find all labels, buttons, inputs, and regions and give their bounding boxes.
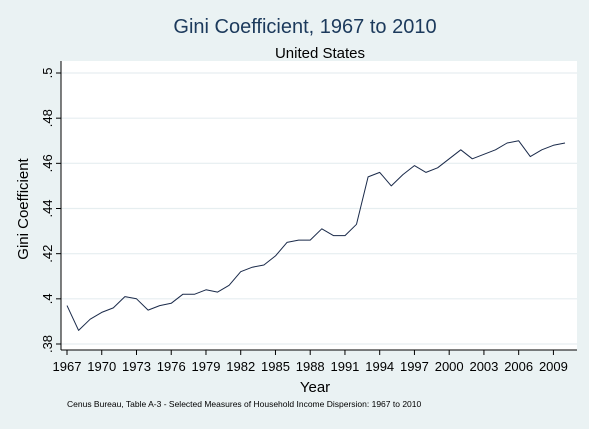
data-point	[517, 139, 520, 142]
y-tick-label: .48	[40, 109, 55, 127]
data-point	[355, 223, 358, 226]
y-tick-label: .5	[40, 68, 55, 79]
data-point	[309, 239, 312, 242]
data-point	[529, 155, 532, 158]
data-point	[158, 304, 161, 307]
data-point	[494, 148, 497, 151]
series-layer	[66, 139, 567, 332]
chart-title: Gini Coefficient, 1967 to 2010	[173, 16, 436, 38]
data-point	[459, 148, 462, 151]
axis-layer: .38 .4 .42 .44 .46 .48 .5 1967 1970 1973 1976 1979 1…	[40, 61, 577, 374]
data-point	[378, 171, 381, 174]
x-tick-label: 1976	[157, 359, 186, 374]
x-tick-label: 2009	[539, 359, 568, 374]
grid-layer	[61, 72, 577, 345]
data-point	[181, 293, 184, 296]
data-point	[286, 241, 289, 244]
data-point	[77, 329, 80, 332]
data-point	[297, 239, 300, 242]
x-tick-label: 2000	[435, 359, 464, 374]
y-tick-label: .38	[40, 335, 55, 353]
data-point	[112, 306, 115, 309]
x-tick-label: 2003	[469, 359, 498, 374]
data-point	[320, 227, 323, 230]
data-point	[204, 288, 207, 291]
x-axis-title: Year	[300, 379, 330, 396]
data-point	[401, 173, 404, 176]
chart-subtitle: United States	[275, 45, 365, 62]
y-tick-label: .4	[40, 293, 55, 304]
data-point	[193, 293, 196, 296]
y-axis-title: Gini Coefficient	[15, 157, 32, 259]
data-point	[552, 144, 555, 147]
data-point	[147, 309, 150, 312]
x-tick-label: 1982	[226, 359, 255, 374]
data-point	[228, 284, 231, 287]
data-point	[390, 184, 393, 187]
data-point	[66, 304, 69, 307]
data-point	[274, 254, 277, 257]
data-point	[564, 142, 567, 145]
data-point	[425, 171, 428, 174]
data-point	[471, 157, 474, 160]
plot-area	[61, 61, 577, 350]
data-point	[448, 157, 451, 160]
x-tick-label: 1970	[87, 359, 116, 374]
data-point	[540, 148, 543, 151]
data-point	[413, 164, 416, 167]
x-tick-label: 1994	[365, 359, 394, 374]
x-tick-label: 1988	[296, 359, 325, 374]
x-tick-label: 2006	[504, 359, 533, 374]
x-tick-label: 1979	[192, 359, 221, 374]
data-point	[367, 175, 370, 178]
data-point	[262, 263, 265, 266]
data-point	[436, 166, 439, 169]
x-tick-label: 1967	[53, 359, 82, 374]
data-point	[89, 318, 92, 321]
data-point	[332, 234, 335, 237]
y-tick-label: .42	[40, 245, 55, 263]
data-point	[239, 270, 242, 273]
data-point	[135, 297, 138, 300]
data-point	[100, 311, 103, 314]
y-tick-label: .44	[40, 199, 55, 217]
x-tick-label: 1985	[261, 359, 290, 374]
data-point	[251, 266, 254, 269]
x-tick-label: 1991	[330, 359, 359, 374]
source-note: Cenus Bureau, Table A-3 - Selected Measu…	[67, 399, 421, 409]
data-point	[123, 295, 126, 298]
data-point	[482, 153, 485, 156]
x-tick-label: 1997	[400, 359, 429, 374]
y-tick-label: .46	[40, 154, 55, 172]
data-point	[506, 142, 509, 145]
x-tick-label: 1973	[122, 359, 151, 374]
gini-series-line	[66, 140, 566, 331]
data-point	[343, 234, 346, 237]
data-point	[170, 302, 173, 305]
data-point	[216, 291, 219, 294]
